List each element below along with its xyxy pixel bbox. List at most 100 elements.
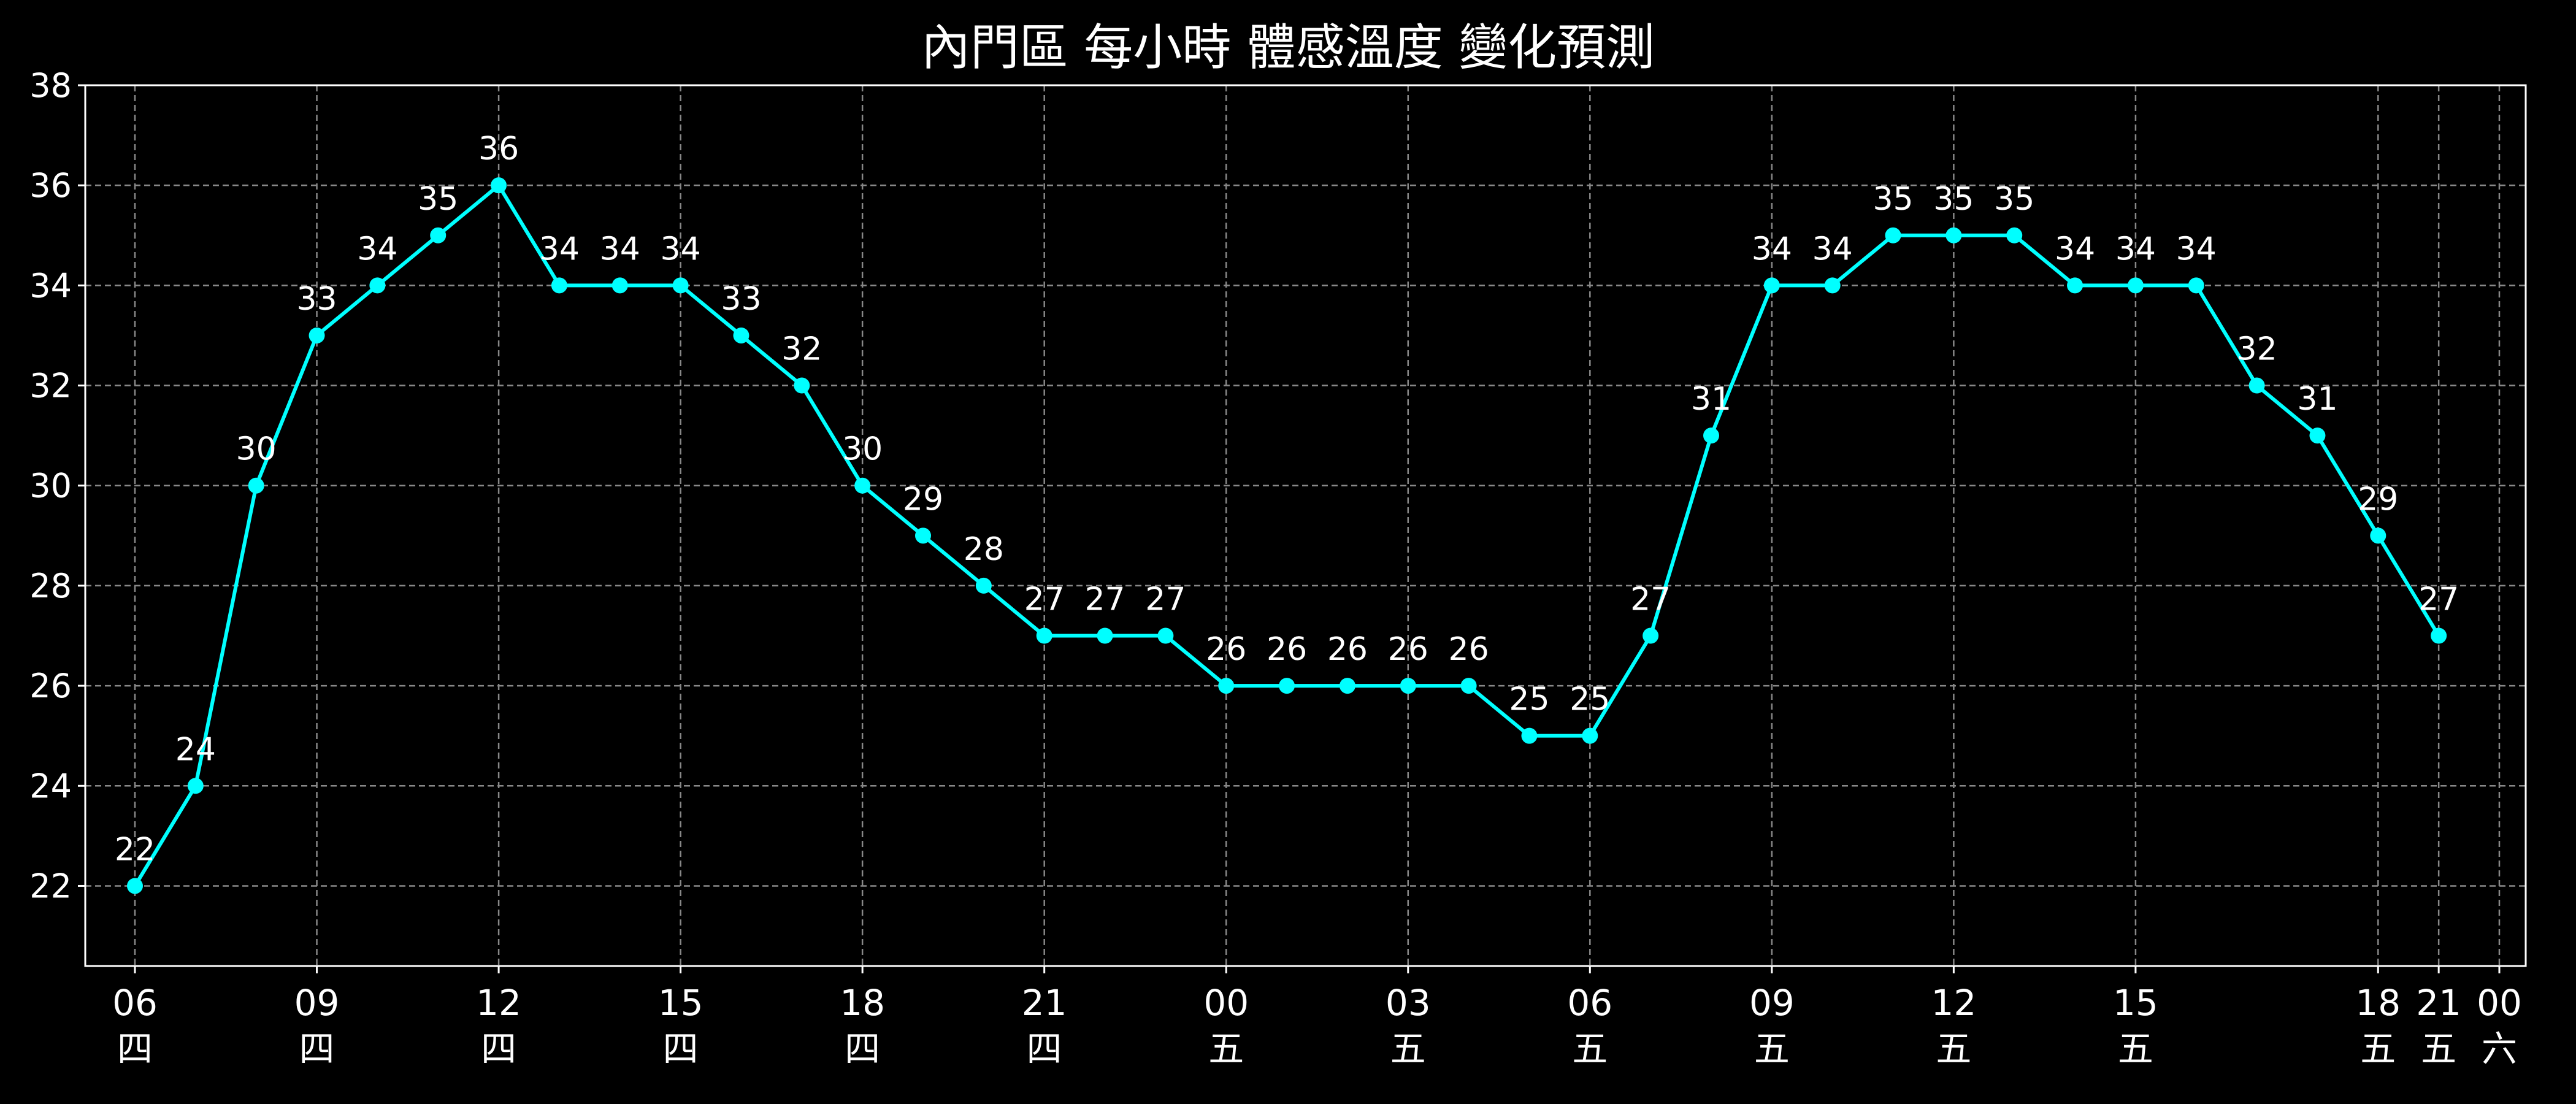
data-label: 34 [539, 231, 580, 267]
data-label: 29 [903, 481, 943, 518]
x-tick-day: 五 [2360, 1028, 2396, 1070]
plot-frame [84, 84, 2527, 967]
data-point [2309, 427, 2326, 444]
x-tick-label: 18 [2355, 982, 2401, 1024]
data-point [1703, 427, 1719, 444]
data-label: 26 [1267, 631, 1307, 668]
y-tick-label: 38 [29, 66, 72, 105]
data-label: 35 [1994, 181, 2034, 218]
data-label: 26 [1206, 631, 1246, 668]
data-label: 25 [1570, 681, 1610, 718]
x-tick-day: 四 [663, 1028, 699, 1070]
x-tick-label: 03 [1386, 982, 1431, 1024]
data-point [369, 277, 386, 294]
x-tick-label: 00 [2477, 982, 2522, 1024]
data-label: 34 [661, 231, 701, 267]
data-label: 27 [2418, 581, 2459, 618]
x-tick-label: 21 [2416, 982, 2461, 1024]
data-point [2370, 527, 2386, 544]
x-tick-day: 四 [299, 1028, 335, 1070]
x-tick-label: 15 [658, 982, 703, 1024]
data-label: 31 [2297, 381, 2337, 418]
x-tick-label: 18 [840, 982, 885, 1024]
y-tick-label: 22 [29, 867, 72, 905]
x-tick-day: 六 [2482, 1028, 2517, 1070]
x-tick-label: 06 [1567, 982, 1612, 1024]
data-point [1279, 678, 1295, 694]
data-point [2431, 627, 2447, 644]
data-point [1218, 678, 1235, 694]
data-point [248, 477, 264, 494]
x-tick-day: 五 [1390, 1028, 1426, 1070]
data-label: 36 [478, 131, 519, 167]
y-tick-label: 32 [29, 367, 72, 405]
x-tick-label: 06 [112, 982, 158, 1024]
data-label: 26 [1388, 631, 1428, 668]
y-tick-label: 34 [29, 266, 72, 305]
data-point [187, 778, 204, 794]
data-point [1945, 227, 1962, 243]
data-point [2188, 277, 2204, 294]
data-point [1521, 727, 1538, 744]
data-label: 28 [964, 531, 1004, 568]
data-label: 29 [2358, 481, 2398, 518]
data-point [854, 477, 871, 494]
data-point [1036, 627, 1052, 644]
data-label: 34 [1812, 231, 1853, 267]
data-point [1582, 727, 1598, 744]
data-label: 35 [1873, 181, 1913, 218]
data-label: 34 [357, 231, 397, 267]
x-tick-label: 12 [1931, 982, 1976, 1024]
data-label: 27 [1024, 581, 1065, 618]
x-tick-label: 00 [1203, 982, 1249, 1024]
x-tick-day: 四 [117, 1028, 153, 1070]
data-label: 34 [600, 231, 640, 267]
data-label: 35 [418, 181, 458, 218]
x-tick-day: 五 [1936, 1028, 1971, 1070]
data-point [1885, 227, 1901, 243]
data-point [1643, 627, 1659, 644]
y-tick-label: 26 [29, 667, 72, 705]
data-point [2006, 227, 2023, 243]
data-label: 32 [2237, 331, 2277, 368]
data-label: 35 [1933, 181, 1974, 218]
data-point [1460, 678, 1477, 694]
data-label: 25 [1509, 681, 1549, 718]
data-label: 26 [1327, 631, 1368, 668]
data-point [309, 327, 325, 343]
y-tick-label: 36 [29, 166, 72, 205]
y-tick-label: 30 [29, 467, 72, 505]
chart-title: 內門區 每小時 體感溫度 變化預測 [921, 19, 1655, 76]
x-tick-label: 12 [476, 982, 521, 1024]
data-point [915, 527, 931, 544]
data-label: 32 [781, 331, 822, 368]
data-label: 24 [175, 731, 216, 768]
data-label: 30 [842, 431, 883, 468]
data-point [430, 227, 447, 243]
data-point [975, 577, 992, 594]
x-tick-label: 15 [2113, 982, 2158, 1024]
data-point [2067, 277, 2083, 294]
x-tick-day: 四 [1027, 1028, 1062, 1070]
data-label: 34 [2055, 231, 2095, 267]
data-label: 26 [1449, 631, 1489, 668]
data-point [1400, 678, 1416, 694]
data-label: 34 [1752, 231, 1792, 267]
data-label: 30 [236, 431, 277, 468]
x-tick-day: 五 [2118, 1028, 2153, 1070]
data-label: 34 [2176, 231, 2217, 267]
data-point [2248, 377, 2265, 394]
data-point [551, 277, 567, 294]
data-label: 34 [2115, 231, 2156, 267]
data-point [1763, 277, 1780, 294]
data-label: 33 [721, 281, 761, 318]
x-tick-day: 四 [481, 1028, 516, 1070]
data-point [1339, 678, 1355, 694]
data-label: 22 [115, 831, 155, 868]
data-label: 27 [1630, 581, 1671, 618]
y-tick-label: 28 [29, 567, 72, 605]
y-tick-label: 24 [29, 767, 72, 805]
x-tick-day: 四 [845, 1028, 880, 1070]
